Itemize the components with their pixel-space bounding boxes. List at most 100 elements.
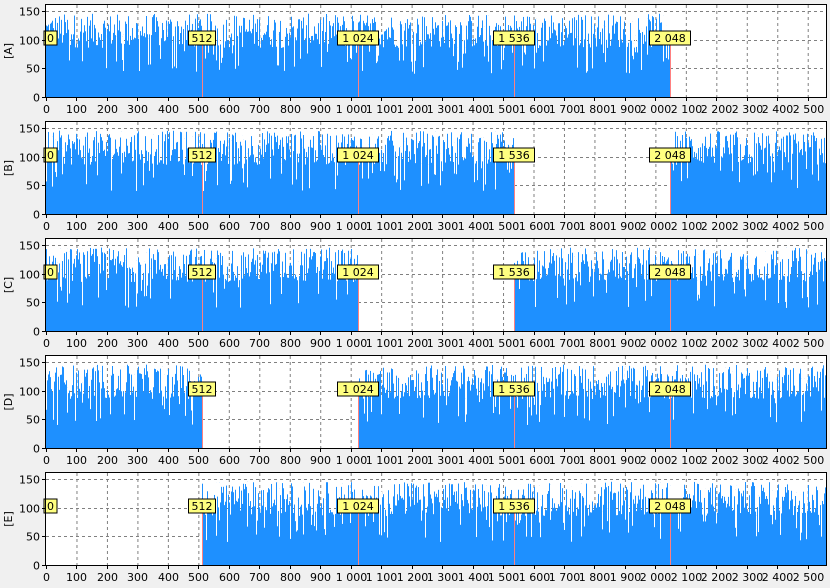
marker-box	[188, 147, 216, 163]
marker-box	[493, 147, 535, 163]
bar	[707, 394, 708, 448]
bar	[369, 509, 370, 565]
bar	[344, 136, 345, 214]
bar	[396, 375, 397, 448]
bar-gap	[143, 160, 144, 186]
bar	[220, 252, 221, 331]
bar	[428, 34, 429, 97]
bar	[506, 31, 507, 97]
bar	[126, 23, 127, 97]
bar-gap	[369, 40, 370, 52]
x-tick-label: 500	[188, 571, 209, 584]
bar-gap	[647, 18, 648, 55]
bar	[90, 247, 91, 331]
bar-gap	[603, 25, 604, 54]
bar	[713, 506, 714, 565]
bar	[689, 136, 690, 214]
bar	[345, 267, 346, 331]
marker-label: 2 048	[649, 264, 691, 280]
bar-gap	[453, 42, 454, 57]
bar-gap	[821, 374, 822, 411]
bar	[682, 269, 683, 331]
bar	[633, 43, 634, 97]
bar	[439, 502, 440, 565]
bar	[133, 386, 134, 448]
bar	[760, 145, 761, 214]
bar	[176, 280, 177, 331]
bar	[532, 365, 533, 448]
bar	[685, 131, 686, 214]
bar	[92, 368, 93, 448]
bar	[729, 366, 730, 448]
bar	[450, 161, 451, 214]
bar	[307, 157, 308, 214]
bar	[463, 30, 464, 97]
bar	[248, 31, 249, 98]
bar	[815, 141, 816, 214]
bar	[338, 501, 339, 565]
bar	[261, 37, 262, 97]
bar	[168, 369, 169, 448]
bar	[708, 263, 709, 331]
bar	[105, 27, 106, 97]
bar	[371, 33, 372, 97]
bar	[781, 279, 782, 331]
bar	[251, 514, 252, 565]
bar	[268, 252, 269, 331]
bar	[581, 262, 582, 331]
marker-text: 512	[192, 266, 213, 279]
bar	[117, 256, 118, 331]
bar	[617, 385, 618, 448]
bar	[443, 489, 444, 565]
bar	[95, 28, 96, 98]
bar	[637, 503, 638, 565]
bar	[299, 19, 300, 97]
marker-text: 1 024	[342, 383, 374, 396]
bar	[230, 280, 231, 331]
bar	[773, 161, 774, 214]
bar	[378, 136, 379, 214]
bar	[525, 252, 526, 331]
bar	[542, 390, 543, 448]
bar	[535, 514, 536, 565]
bar	[495, 26, 496, 97]
bar	[406, 46, 407, 97]
bar	[174, 149, 175, 214]
bar	[584, 264, 585, 331]
bar	[261, 271, 262, 331]
bar	[411, 30, 412, 98]
bar-gap	[277, 42, 278, 66]
bar	[288, 136, 289, 214]
bar	[457, 137, 458, 214]
bar	[475, 38, 476, 97]
bar	[614, 392, 615, 448]
bar-gap	[531, 513, 532, 537]
bar-gap	[635, 35, 636, 53]
bar	[302, 514, 303, 565]
bar	[804, 273, 805, 331]
bar-gap	[734, 269, 735, 294]
bar-gap	[607, 508, 608, 522]
bar	[310, 139, 311, 214]
bar	[160, 368, 161, 448]
bar	[328, 493, 329, 565]
bar	[395, 396, 396, 448]
bar-gap	[484, 26, 485, 57]
bar	[729, 506, 730, 565]
bar	[764, 266, 765, 331]
bar	[323, 17, 324, 97]
bar	[810, 271, 811, 331]
bar	[632, 21, 633, 97]
bar	[576, 395, 577, 448]
bar	[407, 145, 408, 214]
bar	[609, 33, 610, 97]
bar	[740, 256, 741, 331]
bar	[60, 137, 61, 214]
bar	[169, 23, 170, 98]
bar	[392, 27, 393, 97]
bar-gap	[774, 151, 775, 173]
bar-gap	[179, 380, 180, 405]
bar	[343, 16, 344, 97]
bar	[485, 370, 486, 448]
bar	[304, 40, 305, 97]
